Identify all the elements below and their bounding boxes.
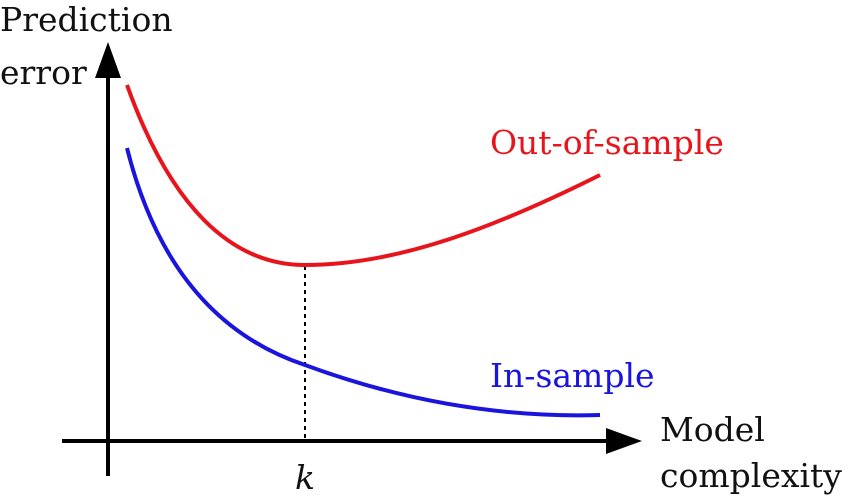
x-axis-label: Model [660, 410, 765, 449]
out-of-sample-curve [125, 84, 601, 268]
x-axis-label: complexity [660, 456, 842, 495]
y-axis-label: Prediction [0, 0, 173, 39]
curve-label: Out-of-sample [490, 123, 724, 162]
in-sample-curve [125, 147, 601, 418]
x-axis-arrow [606, 428, 642, 454]
marker-label: k [295, 458, 315, 497]
curve-label: In-sample [490, 356, 655, 395]
y-axis-arrow [95, 42, 121, 78]
y-axis-label: error [0, 53, 87, 92]
